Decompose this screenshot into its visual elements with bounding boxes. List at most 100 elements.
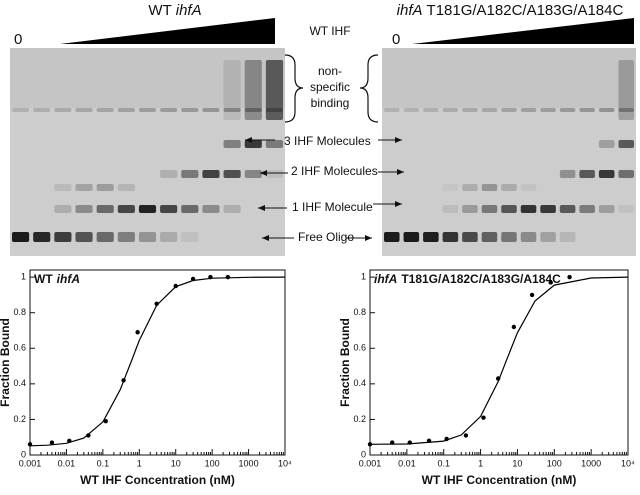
gel-band <box>598 170 615 178</box>
y-tick-label: 0.2 <box>353 414 366 424</box>
gel-band <box>618 60 634 120</box>
text-part: WT <box>148 2 171 19</box>
panel-label: WT ihfA <box>34 272 80 286</box>
y-tick-label: 1 <box>361 271 366 281</box>
gel-band <box>223 108 241 112</box>
gel-band <box>117 232 135 242</box>
gel-band <box>520 184 537 191</box>
gel-band <box>501 184 517 191</box>
gel-band <box>598 140 615 148</box>
x-tick-label: 1 <box>478 458 483 468</box>
gel-band <box>223 205 241 213</box>
data-point <box>548 280 553 285</box>
x-tick-label: 1000 <box>239 458 259 468</box>
y-axis-label: Fraction Bound <box>338 318 352 407</box>
gel-band <box>481 108 498 112</box>
gel-band <box>384 108 400 112</box>
gel-band <box>223 60 241 120</box>
nonspecific-label: non- <box>318 64 342 78</box>
y-tick-label: 1 <box>21 271 26 281</box>
y-tick-label: 0.6 <box>353 343 366 353</box>
gel-band <box>481 205 498 213</box>
gel-band <box>559 232 576 242</box>
gel-shade <box>382 48 636 108</box>
gel-band <box>54 108 72 112</box>
gel-band <box>75 108 93 112</box>
text-part: ihfA <box>57 272 80 286</box>
gel-band <box>54 184 72 191</box>
gel-band <box>462 205 478 213</box>
x-axis-label: WT IHF Concentration (nM) <box>80 473 235 487</box>
x-tick-label: 10⁴ <box>278 458 292 468</box>
x-tick-label: 0.01 <box>398 458 416 468</box>
gel-band <box>618 108 634 112</box>
y-tick-label: 0.2 <box>13 414 26 424</box>
fit-curve <box>29 276 286 447</box>
gel-images <box>10 48 636 256</box>
gel-band <box>75 232 93 242</box>
zero-label: 0 <box>14 31 22 48</box>
gel-band <box>244 60 262 120</box>
x-tick-label: 10⁴ <box>621 458 635 468</box>
gel-band <box>403 108 420 112</box>
band-label: 3 IHF Molecules <box>284 134 371 148</box>
gel-band <box>33 232 51 242</box>
x-tick-label: 10 <box>171 458 181 468</box>
data-point <box>103 419 108 424</box>
data-point <box>511 324 517 330</box>
band-label: 2 IHF Molecules <box>291 164 378 178</box>
gel-band <box>462 232 478 242</box>
data-point <box>463 433 469 438</box>
gel-shade <box>10 48 285 108</box>
gel-band <box>54 205 72 213</box>
data-point <box>481 415 486 420</box>
x-tick-label: 0.001 <box>19 458 42 468</box>
gel-band <box>481 184 498 191</box>
brace <box>359 54 379 123</box>
gel-band <box>117 205 135 213</box>
gel-band <box>265 170 283 178</box>
x-tick-label: 100 <box>547 458 562 468</box>
nonspecific-label: specific <box>310 80 350 94</box>
gel-band <box>423 232 439 242</box>
gel-band <box>481 232 498 242</box>
x-tick-label: 0.001 <box>359 458 382 468</box>
gel-band <box>462 184 478 191</box>
data-point <box>135 330 140 335</box>
gel-band <box>540 232 556 242</box>
gel-band <box>160 205 178 213</box>
panel-label: ihfA T181G/A182C/A183G/A184C <box>374 272 561 286</box>
gel-band <box>501 232 517 242</box>
data-point <box>225 274 231 280</box>
gel-band <box>540 205 556 213</box>
x-tick-label: 100 <box>205 458 220 468</box>
data-point <box>567 274 572 280</box>
gel-band <box>96 232 114 242</box>
gel-band <box>160 232 178 242</box>
concentration-wedge <box>412 18 634 44</box>
gel-band <box>12 108 30 112</box>
gel-band <box>520 205 537 213</box>
plot-frame <box>369 269 629 456</box>
gel-band <box>12 232 30 242</box>
gel-band <box>423 108 439 112</box>
gel-band <box>403 232 420 242</box>
gel-band <box>181 108 199 112</box>
gel-band <box>223 140 241 148</box>
band-label: 1 IHF Molecule <box>292 200 373 214</box>
y-tick-label: 0.8 <box>13 307 26 317</box>
x-tick-label: 0.1 <box>97 458 110 468</box>
gel-band <box>96 108 114 112</box>
gel-band <box>442 108 459 112</box>
gel-band <box>579 170 595 178</box>
gel-band <box>442 184 459 191</box>
gel-band <box>244 108 262 112</box>
gel-band <box>618 205 634 213</box>
gel-band <box>501 108 517 112</box>
gel-band <box>265 140 283 148</box>
gel-band <box>442 205 459 213</box>
gel-band <box>598 108 615 112</box>
brace <box>284 54 304 123</box>
gel-band <box>559 108 576 112</box>
data-point <box>49 440 55 445</box>
